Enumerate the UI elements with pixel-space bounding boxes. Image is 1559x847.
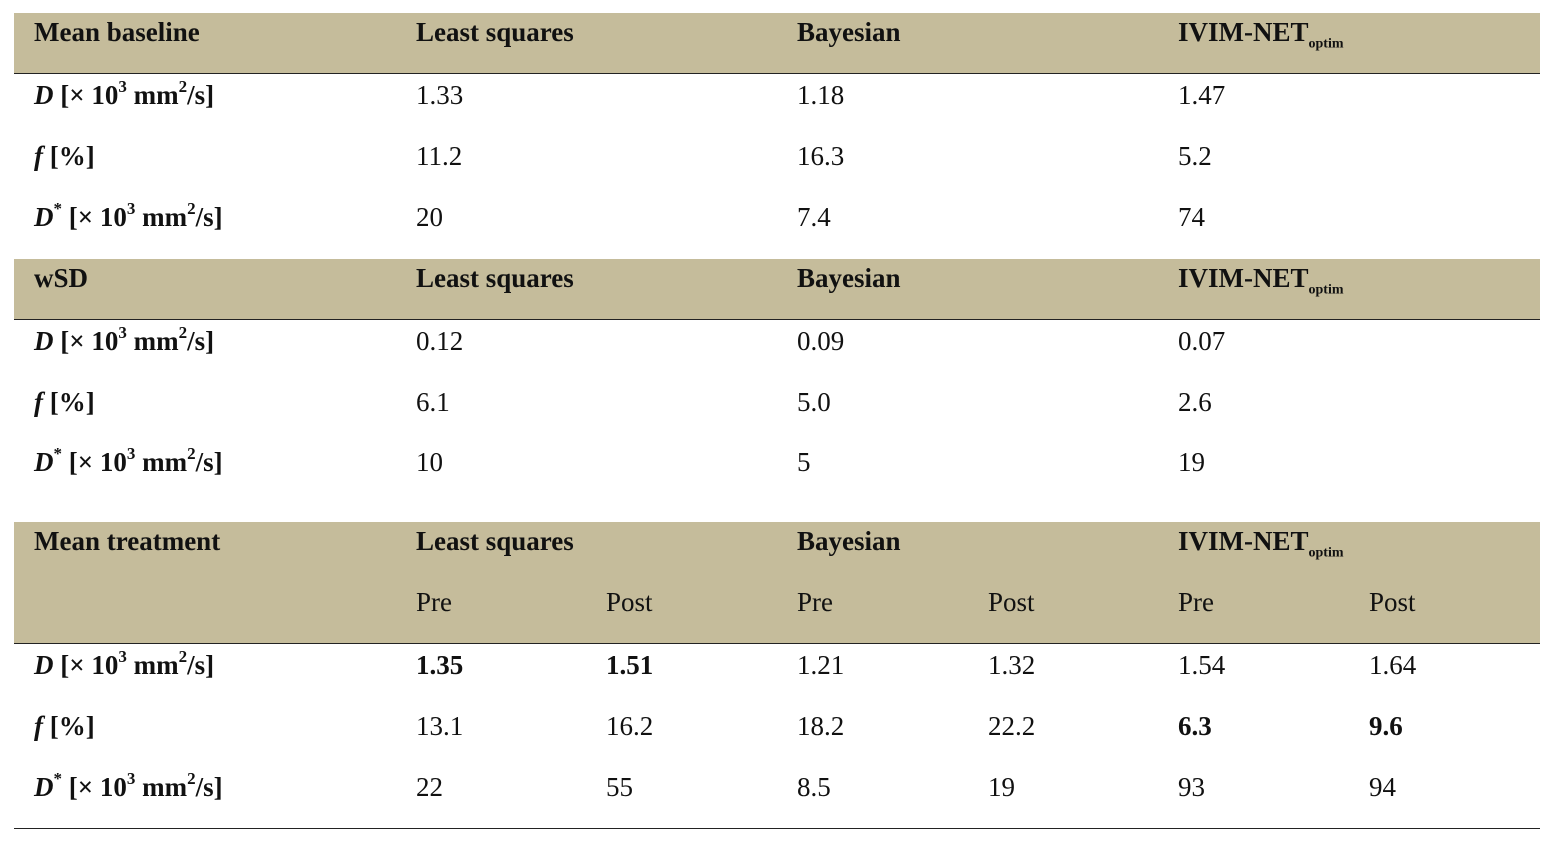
table-cell: 0.07 <box>1178 326 1226 356</box>
table-cell: 10 <box>416 447 443 477</box>
treatment-subhdr-pre: Pre <box>1178 587 1214 617</box>
table-cell: 6.1 <box>416 387 450 417</box>
treatment-col-bayesian: Bayesian <box>797 526 901 556</box>
table-cell: 8.5 <box>797 772 831 802</box>
baseline-header-band <box>14 13 1540 73</box>
table-cell: 11.2 <box>416 141 463 171</box>
wsd-title: wSD <box>34 263 89 293</box>
table-cell: 22.2 <box>988 711 1036 741</box>
baseline-row-label-D: D [× 103 mm2/s] <box>34 77 215 110</box>
treatment-col-ivim: IVIM-NEToptim <box>1178 526 1344 561</box>
wsd-col-bayesian: Bayesian <box>797 263 901 293</box>
table-cell: 1.35 <box>416 650 464 680</box>
baseline-title: Mean baseline <box>34 17 200 47</box>
table-cell: 16.2 <box>606 711 654 741</box>
table-cell: 19 <box>988 772 1015 802</box>
table-cell: 74 <box>1178 202 1205 232</box>
table-cell: 1.47 <box>1178 80 1226 110</box>
table-cell: 1.18 <box>797 80 845 110</box>
wsd-col-least-squares: Least squares <box>416 263 574 293</box>
table-cell: 1.21 <box>797 650 845 680</box>
table-bottom-rule <box>14 828 1540 829</box>
treatment-title: Mean treatment <box>34 526 221 556</box>
table-cell: 1.32 <box>988 650 1036 680</box>
baseline-col-bayesian: Bayesian <box>797 17 901 47</box>
table-cell: 0.12 <box>416 326 464 356</box>
table-cell: 55 <box>606 772 633 802</box>
table-cell: 1.54 <box>1178 650 1226 680</box>
table-cell: 18.2 <box>797 711 845 741</box>
table-cell: 5.0 <box>797 387 831 417</box>
treatment-subhdr-post: Post <box>606 587 653 617</box>
table-cell: 20 <box>416 202 443 232</box>
wsd-row-label-Dstar: D* [× 103 mm2/s] <box>34 444 223 477</box>
table-cell: 1.33 <box>416 80 464 110</box>
baseline-row-label-f: f [%] <box>34 141 95 171</box>
table-cell: 0.09 <box>797 326 845 356</box>
treatment-header-rule <box>14 643 1540 644</box>
baseline-row-label-Dstar: D* [× 103 mm2/s] <box>34 199 223 232</box>
table-cell: 94 <box>1369 772 1396 802</box>
treatment-col-least-squares: Least squares <box>416 526 574 556</box>
table-cell: 1.51 <box>606 650 654 680</box>
treatment-row-label-D: D [× 103 mm2/s] <box>34 647 215 680</box>
table-cell: 5.2 <box>1178 141 1212 171</box>
wsd-header-band <box>14 259 1540 319</box>
wsd-header-rule <box>14 319 1540 320</box>
table-cell: 2.6 <box>1178 387 1212 417</box>
treatment-subhdr-pre: Pre <box>416 587 452 617</box>
treatment-subhdr-post: Post <box>1369 587 1416 617</box>
baseline-col-ivim: IVIM-NEToptim <box>1178 17 1344 52</box>
table-cell: 9.6 <box>1369 711 1403 741</box>
treatment-row-label-f: f [%] <box>34 711 95 741</box>
baseline-col-least-squares: Least squares <box>416 17 574 47</box>
baseline-header-rule <box>14 73 1540 74</box>
wsd-col-ivim: IVIM-NEToptim <box>1178 263 1344 298</box>
treatment-header-band <box>14 522 1540 643</box>
table-cell: 13.1 <box>416 711 464 741</box>
table-cell: 7.4 <box>797 202 831 232</box>
table-cell: 22 <box>416 772 443 802</box>
wsd-row-label-D: D [× 103 mm2/s] <box>34 323 215 356</box>
table-cell: 93 <box>1178 772 1205 802</box>
table-cell: 16.3 <box>797 141 845 171</box>
table-cell: 6.3 <box>1178 711 1212 741</box>
treatment-row-label-Dstar: D* [× 103 mm2/s] <box>34 769 223 802</box>
treatment-subhdr-post: Post <box>988 587 1035 617</box>
treatment-subhdr-pre: Pre <box>797 587 833 617</box>
wsd-row-label-f: f [%] <box>34 387 95 417</box>
table-cell: 5 <box>797 447 811 477</box>
table-cell: 19 <box>1178 447 1205 477</box>
table-cell: 1.64 <box>1369 650 1417 680</box>
